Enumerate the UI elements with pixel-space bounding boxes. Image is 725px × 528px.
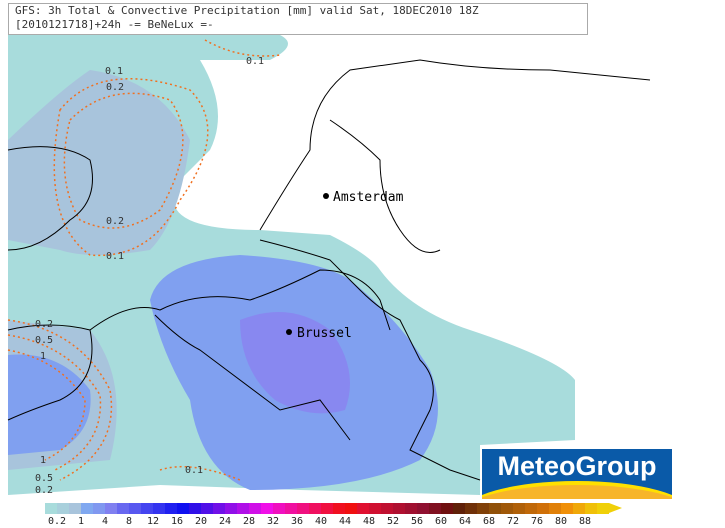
legend-swatch <box>513 503 525 514</box>
svg-text:0.2: 0.2 <box>106 82 124 93</box>
svg-text:0.2: 0.2 <box>35 319 53 330</box>
svg-text:0.5: 0.5 <box>35 335 53 346</box>
legend-swatch <box>273 503 285 514</box>
svg-text:0.2: 0.2 <box>35 485 53 496</box>
svg-text:0.2: 0.2 <box>106 216 124 227</box>
legend-label: 12 <box>146 516 160 527</box>
legend-swatch <box>357 503 369 514</box>
legend-swatch <box>81 503 93 514</box>
color-legend-bar <box>45 503 622 514</box>
svg-text:Amsterdam: Amsterdam <box>333 190 404 205</box>
contour-labels: 0.1 0.2 0.2 0.1 0.1 0.2 0.5 1 1 0.5 0.2 … <box>35 56 264 496</box>
legend-label: 36 <box>290 516 304 527</box>
legend-label: 4 <box>101 516 109 527</box>
svg-text:0.1: 0.1 <box>246 56 264 67</box>
legend-swatch <box>309 503 321 514</box>
legend-swatch <box>465 503 477 514</box>
legend-swatch <box>333 503 345 514</box>
legend-swatch <box>429 503 441 514</box>
svg-text:0.1: 0.1 <box>185 465 203 476</box>
legend-swatch <box>549 503 561 514</box>
legend-label: 76 <box>530 516 544 527</box>
legend-label: 56 <box>410 516 424 527</box>
contour-lines <box>7 39 281 481</box>
legend-label: 72 <box>506 516 520 527</box>
legend-label: 64 <box>458 516 472 527</box>
legend-swatch <box>393 503 405 514</box>
legend-swatch <box>249 503 261 514</box>
legend-label: 88 <box>578 516 592 527</box>
coastlines-borders <box>7 59 651 481</box>
legend-label: 24 <box>218 516 232 527</box>
legend-label: 1 <box>77 516 85 527</box>
legend-swatch <box>225 503 237 514</box>
legend-swatch <box>45 503 57 514</box>
legend-swatch <box>285 503 297 514</box>
map-title: GFS: 3h Total & Convective Precipitation… <box>8 3 588 35</box>
svg-text:0.1: 0.1 <box>105 66 123 77</box>
legend-label: 44 <box>338 516 352 527</box>
meteogroup-logo: MeteoGroup <box>482 449 672 499</box>
legend-label: 16 <box>170 516 184 527</box>
legend-label: 20 <box>194 516 208 527</box>
legend-label: 0.2 <box>47 516 67 527</box>
legend-swatch <box>561 503 573 514</box>
svg-text:Brussel: Brussel <box>297 326 352 341</box>
legend-swatch <box>405 503 417 514</box>
legend-swatch <box>321 503 333 514</box>
legend-swatch <box>129 503 141 514</box>
legend-label: 8 <box>125 516 133 527</box>
svg-text:1: 1 <box>40 455 46 466</box>
svg-text:1: 1 <box>40 351 46 362</box>
legend-swatch <box>369 503 381 514</box>
city-amsterdam: Amsterdam <box>323 190 404 205</box>
legend-swatch <box>189 503 201 514</box>
legend-swatch <box>597 503 609 514</box>
legend-arrow <box>609 503 622 513</box>
legend-swatch <box>153 503 165 514</box>
legend-swatch <box>237 503 249 514</box>
legend-swatch <box>141 503 153 514</box>
legend-swatch <box>105 503 117 514</box>
legend-swatch <box>93 503 105 514</box>
legend-label: 48 <box>362 516 376 527</box>
legend-label: 28 <box>242 516 256 527</box>
legend-swatch <box>525 503 537 514</box>
legend-swatch <box>585 503 597 514</box>
legend-swatch <box>345 503 357 514</box>
legend-swatch <box>165 503 177 514</box>
legend-label: 52 <box>386 516 400 527</box>
legend-swatch <box>537 503 549 514</box>
title-line-2: [2010121718]+24h -= BeNeLux =- <box>15 18 214 31</box>
legend-swatch <box>261 503 273 514</box>
legend-label: 68 <box>482 516 496 527</box>
legend-swatch <box>201 503 213 514</box>
svg-text:0.1: 0.1 <box>106 251 124 262</box>
legend-swatch <box>573 503 585 514</box>
legend-label: 32 <box>266 516 280 527</box>
legend-label: 60 <box>434 516 448 527</box>
title-line-1: GFS: 3h Total & Convective Precipitation… <box>15 4 479 17</box>
legend-swatch <box>441 503 453 514</box>
legend-swatch <box>501 503 513 514</box>
legend-swatch <box>57 503 69 514</box>
legend-swatch <box>453 503 465 514</box>
legend-swatch <box>297 503 309 514</box>
city-brussel: Brussel <box>286 326 352 341</box>
legend-swatch <box>381 503 393 514</box>
legend-swatch <box>69 503 81 514</box>
legend-swatch <box>177 503 189 514</box>
precip-fill-core <box>240 312 350 414</box>
legend-swatch <box>117 503 129 514</box>
legend-swatch <box>213 503 225 514</box>
legend-label: 40 <box>314 516 328 527</box>
legend-label: 80 <box>554 516 568 527</box>
legend-swatch <box>417 503 429 514</box>
svg-text:0.5: 0.5 <box>35 473 53 484</box>
legend-swatch <box>489 503 501 514</box>
legend-swatch <box>477 503 489 514</box>
